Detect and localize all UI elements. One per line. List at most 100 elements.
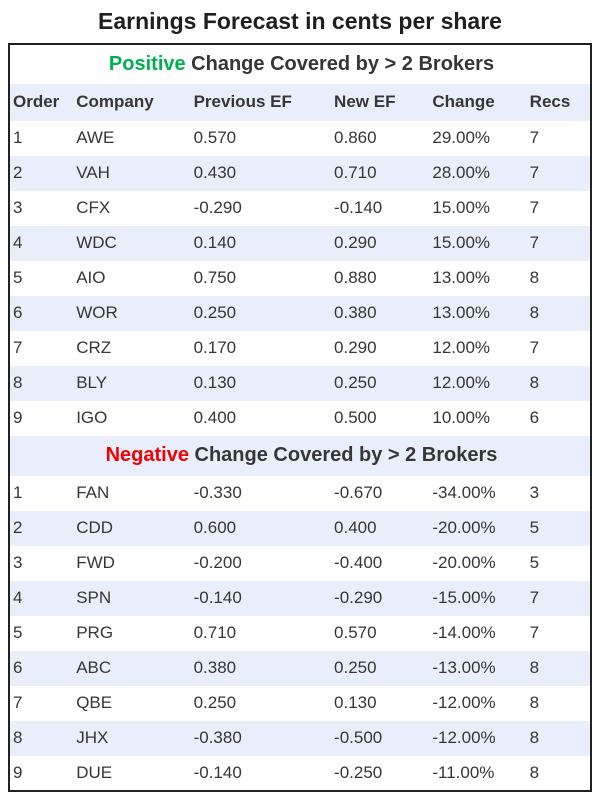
cell-new-ef: -0.670 [334, 483, 383, 503]
cell-recs: 8 [529, 268, 540, 288]
cell-new-ef: -0.290 [334, 588, 383, 608]
table-row: 7 QBE 0.250 0.130 -12.00% 8 [9, 686, 591, 721]
forecast-table: Positive Change Covered by > 2 Brokers O… [8, 42, 592, 792]
cell-previous-ef: 0.710 [193, 623, 237, 643]
cell-previous-ef: 0.380 [193, 658, 237, 678]
cell-company: CDD [76, 518, 114, 538]
section-header-positive-label: Positive Change Covered by > 2 Brokers [9, 43, 591, 84]
cell-new-ef: -0.250 [334, 762, 383, 782]
table-row: 3 CFX -0.290 -0.140 15.00% 7 [9, 191, 591, 226]
cell-order: 7 [13, 693, 23, 713]
table-row: 2 VAH 0.430 0.710 28.00% 7 [9, 155, 591, 191]
cell-recs: 3 [529, 483, 540, 503]
cell-previous-ef: 0.430 [193, 163, 237, 183]
cell-company: WDC [76, 233, 117, 253]
cell-company: AIO [76, 268, 106, 288]
cell-recs: 7 [529, 623, 540, 643]
cell-previous-ef: -0.140 [193, 588, 242, 608]
cell-recs: 8 [529, 762, 540, 782]
cell-order: 4 [13, 588, 23, 608]
cell-change: -11.00% [432, 762, 495, 782]
cell-new-ef: 0.860 [334, 128, 377, 148]
cell-company: VAH [76, 163, 110, 183]
table-row: 5 PRG 0.710 0.570 -14.00% 7 [9, 616, 591, 651]
cell-order: 2 [13, 518, 23, 538]
cell-new-ef: 0.380 [334, 303, 377, 323]
cell-new-ef: 0.250 [334, 373, 377, 393]
cell-change: 10.00% [432, 408, 491, 428]
cell-change: 15.00% [432, 233, 491, 253]
table-row: 4 WDC 0.140 0.290 15.00% 7 [9, 225, 591, 261]
cell-company: WOR [76, 303, 118, 323]
cell-previous-ef: 0.130 [193, 373, 237, 393]
section-header-negative-label: Negative Change Covered by > 2 Brokers [9, 435, 591, 476]
section-highlight-positive: Positive [108, 52, 186, 75]
table-row: 8 JHX -0.380 -0.500 -12.00% 8 [9, 720, 591, 756]
cell-recs: 7 [529, 233, 540, 253]
cell-order: 8 [13, 728, 23, 748]
cell-company: JHX [76, 728, 109, 748]
cell-order: 1 [13, 128, 23, 148]
cell-company: BLY [76, 373, 108, 393]
cell-change: -15.00% [432, 588, 496, 608]
cell-change: 28.00% [432, 163, 491, 183]
cell-previous-ef: 0.250 [193, 303, 237, 323]
section-highlight-negative: Negative [105, 444, 189, 467]
cell-change: 29.00% [432, 128, 491, 148]
table-row: 1 FAN -0.330 -0.670 -34.00% 3 [9, 476, 591, 511]
cell-order: 5 [13, 623, 23, 643]
cell-recs: 8 [529, 728, 540, 748]
cell-order: 1 [13, 483, 23, 503]
cell-order: 2 [13, 163, 23, 183]
cell-previous-ef: -0.290 [193, 198, 242, 218]
cell-recs: 8 [529, 693, 540, 713]
column-header-change: Change [432, 92, 495, 112]
section-header-negative: Negative Change Covered by > 2 Brokers [9, 435, 591, 476]
cell-change: -20.00% [432, 553, 496, 573]
cell-recs: 5 [529, 518, 540, 538]
cell-order: 5 [13, 268, 23, 288]
section-header-positive: Positive Change Covered by > 2 Brokers [9, 43, 591, 84]
cell-previous-ef: -0.330 [193, 483, 242, 503]
cell-change: -20.00% [432, 518, 496, 538]
cell-change: 15.00% [432, 198, 491, 218]
cell-recs: 7 [529, 588, 540, 608]
table-row: 6 ABC 0.380 0.250 -13.00% 8 [9, 650, 591, 686]
cell-new-ef: 0.710 [334, 163, 377, 183]
cell-new-ef: 0.570 [334, 623, 377, 643]
cell-recs: 8 [529, 658, 540, 678]
table-row: 2 CDD 0.600 0.400 -20.00% 5 [9, 510, 591, 546]
cell-previous-ef: 0.250 [193, 693, 237, 713]
page-title: Earnings Forecast in cents per share [98, 8, 502, 34]
positive-section: Positive Change Covered by > 2 Brokers O… [9, 43, 591, 436]
table-row: 3 FWD -0.200 -0.400 -20.00% 5 [9, 546, 591, 581]
cell-company: CRZ [76, 338, 112, 358]
cell-new-ef: -0.140 [334, 198, 383, 218]
cell-order: 6 [13, 658, 23, 678]
cell-order: 3 [13, 198, 23, 218]
cell-recs: 7 [529, 128, 540, 148]
table-row: 5 AIO 0.750 0.880 13.00% 8 [9, 261, 591, 296]
cell-company: QBE [76, 693, 113, 713]
cell-change: 13.00% [432, 268, 491, 288]
cell-new-ef: 0.250 [334, 658, 377, 678]
cell-previous-ef: 0.170 [193, 338, 237, 358]
cell-change: 13.00% [432, 303, 491, 323]
table-row: 7 CRZ 0.170 0.290 12.00% 7 [9, 331, 591, 366]
column-header-new-ef: New EF [334, 92, 396, 112]
cell-company: SPN [76, 588, 112, 608]
cell-previous-ef: 0.570 [193, 128, 237, 148]
cell-order: 3 [13, 553, 23, 573]
cell-order: 9 [13, 762, 23, 782]
table-row: 4 SPN -0.140 -0.290 -15.00% 7 [9, 580, 591, 616]
column-header-previous-ef: Previous EF [193, 92, 292, 112]
cell-company: ABC [76, 658, 112, 678]
cell-new-ef: -0.500 [334, 728, 383, 748]
cell-previous-ef: 0.600 [193, 518, 237, 538]
cell-order: 9 [13, 408, 23, 428]
column-header-company: Company [76, 92, 154, 112]
cell-new-ef: 0.400 [334, 518, 377, 538]
cell-recs: 7 [529, 198, 540, 218]
column-header-recs: Recs [529, 92, 571, 112]
cell-recs: 8 [529, 303, 540, 323]
